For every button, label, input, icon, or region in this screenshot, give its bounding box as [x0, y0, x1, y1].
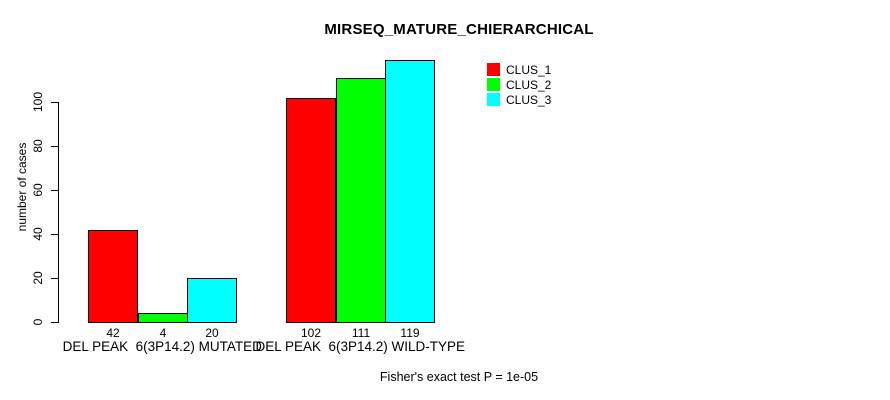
y-tick	[51, 146, 58, 147]
bar-CLUS_1-1	[88, 230, 138, 323]
legend-label: CLUS_3	[506, 92, 552, 107]
legend: CLUS_1 CLUS_2 CLUS_3	[487, 62, 551, 107]
bar-value-label: 42	[106, 326, 120, 340]
y-tick	[51, 190, 58, 191]
legend-swatch-icon	[487, 63, 500, 76]
y-tick-label: 100	[31, 91, 45, 113]
y-tick-label: 80	[31, 139, 45, 153]
x-category-label: DEL PEAK 6(3P14.2) WILD-TYPE	[255, 339, 466, 354]
annotation-fisher-test: Fisher's exact test P = 1e-05	[379, 370, 539, 384]
legend-row-CLUS_1: CLUS_1	[487, 62, 551, 77]
bar-CLUS_2-1	[138, 313, 188, 323]
y-tick-label: 40	[31, 227, 45, 241]
y-tick-label: 0	[31, 318, 45, 326]
x-category-label: DEL PEAK 6(3P14.2) MUTATED	[62, 339, 262, 354]
bar-CLUS_3-1	[187, 278, 237, 323]
y-tick	[51, 234, 58, 235]
chart-title: MIRSEQ_MATURE_CHIERARCHICAL	[324, 21, 594, 38]
y-tick-label: 60	[31, 183, 45, 197]
y-tick	[51, 102, 58, 103]
bar-value-label: 4	[159, 326, 167, 340]
bar-value-label: 20	[205, 326, 219, 340]
legend-row-CLUS_3: CLUS_3	[487, 92, 551, 107]
bar-CLUS_2-2	[336, 78, 386, 323]
legend-swatch-icon	[487, 78, 500, 91]
legend-label: CLUS_1	[506, 62, 552, 77]
bar-CLUS_3-2	[385, 60, 435, 323]
y-tick	[51, 322, 58, 323]
bar-value-label: 102	[300, 326, 322, 340]
bar-value-label: 119	[400, 326, 420, 340]
legend-label: CLUS_2	[506, 77, 552, 92]
bar-value-label: 111	[351, 326, 371, 340]
y-axis-line	[58, 102, 59, 323]
y-tick-label: 20	[31, 271, 45, 285]
y-axis-label: number of cases	[15, 142, 29, 232]
y-tick	[51, 278, 58, 279]
legend-swatch-icon	[487, 93, 500, 106]
bar-CLUS_1-2	[286, 98, 336, 323]
legend-row-CLUS_2: CLUS_2	[487, 77, 551, 92]
